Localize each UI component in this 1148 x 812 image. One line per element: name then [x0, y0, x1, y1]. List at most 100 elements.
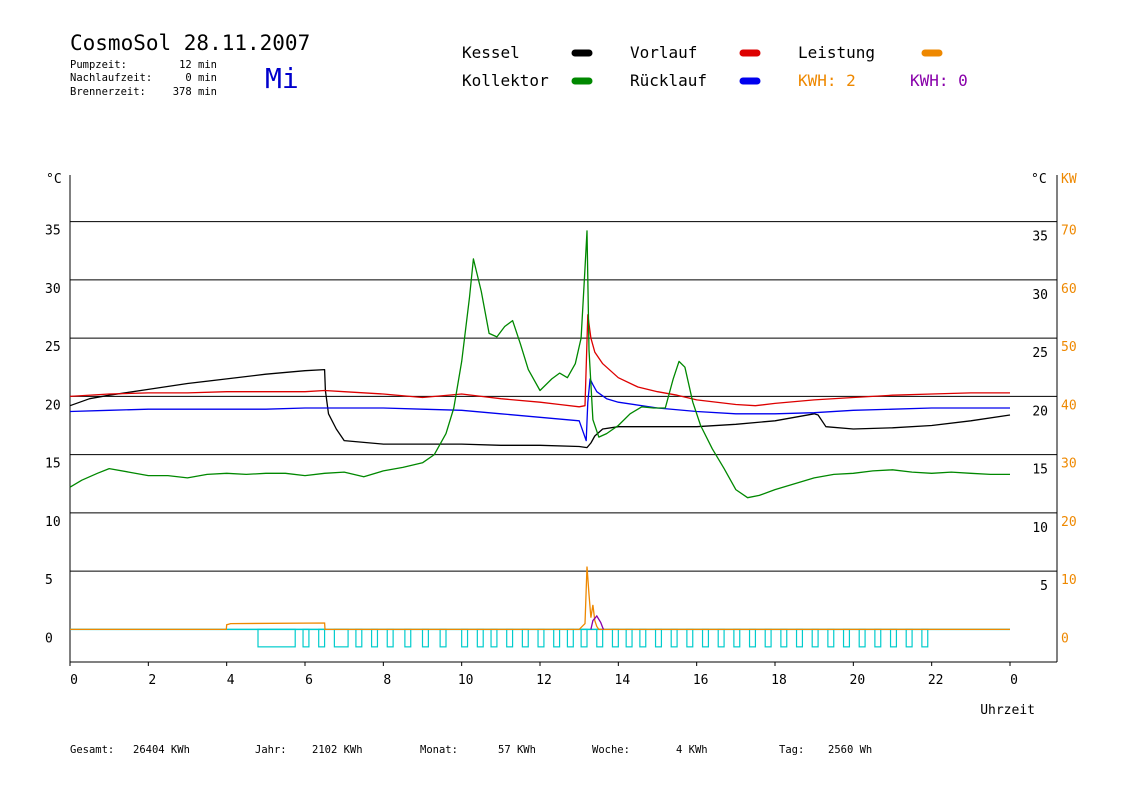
chart-title: CosmoSol 28.11.2007 [70, 31, 310, 55]
y-tick-label-kw: 20 [1061, 515, 1077, 530]
series-line-kollektor [69, 230, 1010, 499]
weekday-label: Mi [265, 62, 299, 95]
x-tick-label: 20 [850, 673, 866, 688]
series-line-ruecklauf [69, 378, 1010, 442]
total-label: Monat: [420, 744, 458, 756]
pump-pulse [625, 628, 633, 648]
x-tick-label: 4 [227, 673, 235, 688]
x-tick-label: 16 [693, 673, 709, 688]
pump-pulse [874, 628, 882, 648]
kwh-purple-label: KWH: 0 [910, 71, 968, 90]
y-tick-label-kw: 40 [1061, 398, 1077, 413]
x-tick-label: 22 [928, 673, 944, 688]
pump-pulse [811, 628, 819, 648]
x-tick-label: 2 [148, 673, 156, 688]
grid [70, 221, 1057, 572]
y-tick-label-kw: 0 [1061, 631, 1069, 646]
y-axis-title-right: °C [1031, 172, 1047, 187]
pump-pulse [537, 628, 545, 648]
total-value: 26404 KWh [133, 744, 190, 756]
pump-pulse [476, 628, 484, 648]
series-line-leistung [70, 566, 1010, 631]
stat-value: 0 min [185, 72, 217, 84]
pump-pulse [318, 628, 326, 648]
y-tick-label-left: 20 [45, 398, 61, 413]
pump-pulse [611, 628, 619, 648]
energy-totals: Gesamt: 26404 KWh Jahr: 2102 KWh Monat: … [70, 744, 872, 756]
y-tick-label-left: 25 [45, 340, 61, 355]
total-value: 2102 KWh [312, 744, 363, 756]
pump-pulse [654, 628, 663, 648]
y-axis-title-kw: KW [1061, 172, 1077, 187]
y-tick-label-right: 25 [1032, 346, 1048, 361]
y-tick-label-right: 30 [1032, 288, 1048, 303]
total-value: 57 KWh [498, 744, 536, 756]
pump-pulse [889, 628, 898, 648]
x-tick-label: 8 [383, 673, 391, 688]
axes [69, 175, 1058, 666]
y-tick-label-right: 5 [1040, 579, 1048, 594]
y-tick-label-left: 0 [45, 631, 53, 646]
pump-pulse [421, 628, 429, 648]
runtime-stats: Pumpzeit: 12 min Nachlaufzeit: 0 min Bre… [70, 59, 217, 98]
pump-pulse [717, 628, 725, 648]
pump-pulse [795, 628, 804, 648]
x-tick-label: 12 [536, 673, 552, 688]
stat-value: 12 min [179, 59, 217, 71]
y-tick-label-right: 20 [1032, 404, 1048, 419]
total-label: Tag: [779, 744, 804, 756]
kwh-orange-label: KWH: 2 [798, 71, 856, 90]
series-layer [69, 230, 1011, 648]
y-tick-label-kw: 60 [1061, 282, 1077, 297]
x-tick-label: 10 [458, 673, 474, 688]
y-tick-label-left: 5 [45, 573, 53, 588]
legend-label-kollektor: Kollektor [462, 71, 549, 90]
pump-pulse [355, 628, 363, 648]
legend: Kessel Vorlauf Leistung Kollektor Rückla… [462, 43, 968, 90]
y-tick-label-left: 10 [45, 515, 61, 530]
y-tick-label-right: 10 [1032, 521, 1048, 536]
stat-value: 378 min [173, 86, 217, 98]
pump-pulse [733, 628, 741, 648]
legend-label-leistung: Leistung [798, 43, 875, 62]
pump-pulse [506, 628, 514, 648]
y-tick-label-kw: 10 [1061, 573, 1077, 588]
y-tick-label-left: 35 [45, 224, 61, 239]
series-line-kessel [69, 368, 1011, 449]
y-tick-label-kw: 70 [1061, 224, 1077, 239]
pump-pulse [764, 628, 772, 648]
pump-pulse [670, 628, 678, 648]
x-tick-label: 18 [771, 673, 787, 688]
pump-pulse [858, 628, 866, 648]
legend-label-kessel: Kessel [462, 43, 520, 62]
stat-label: Brennerzeit: [70, 86, 146, 98]
x-tick-label: 14 [615, 673, 631, 688]
x-tick-label: 0 [1010, 673, 1018, 688]
y-tick-label-kw: 50 [1061, 340, 1077, 355]
pump-pulse [333, 628, 349, 648]
total-value: 4 KWh [676, 744, 708, 756]
pump-pulse [686, 628, 694, 648]
pump-pulse [827, 628, 835, 648]
pump-pulse [404, 628, 412, 648]
x-axis-title: Uhrzeit [980, 703, 1035, 718]
pump-pulse [257, 628, 296, 648]
pump-pulse [842, 628, 851, 648]
pump-pulse [553, 628, 561, 648]
pump-pulse [386, 628, 394, 648]
tick-labels: 0 2 4 6 8 10 12 14 16 18 20 22 0 0 5 10 15 20 25 30 35 5 10 15 2… [45, 224, 1077, 688]
pump-pulse [439, 628, 447, 648]
y-tick-label-right: 15 [1032, 463, 1048, 478]
pump-pulse [921, 628, 929, 648]
pump-pulse [580, 628, 588, 648]
x-tick-label: 6 [305, 673, 313, 688]
pump-pulse [905, 628, 913, 648]
pump-pulse [596, 628, 604, 648]
y-tick-label-left: 15 [45, 457, 61, 472]
legend-label-ruecklauf: Rücklauf [630, 71, 707, 90]
pump-pulse [780, 628, 788, 648]
pump-pulse [490, 628, 498, 648]
y-tick-label-left: 30 [45, 282, 61, 297]
y-tick-label-right: 35 [1032, 230, 1048, 245]
